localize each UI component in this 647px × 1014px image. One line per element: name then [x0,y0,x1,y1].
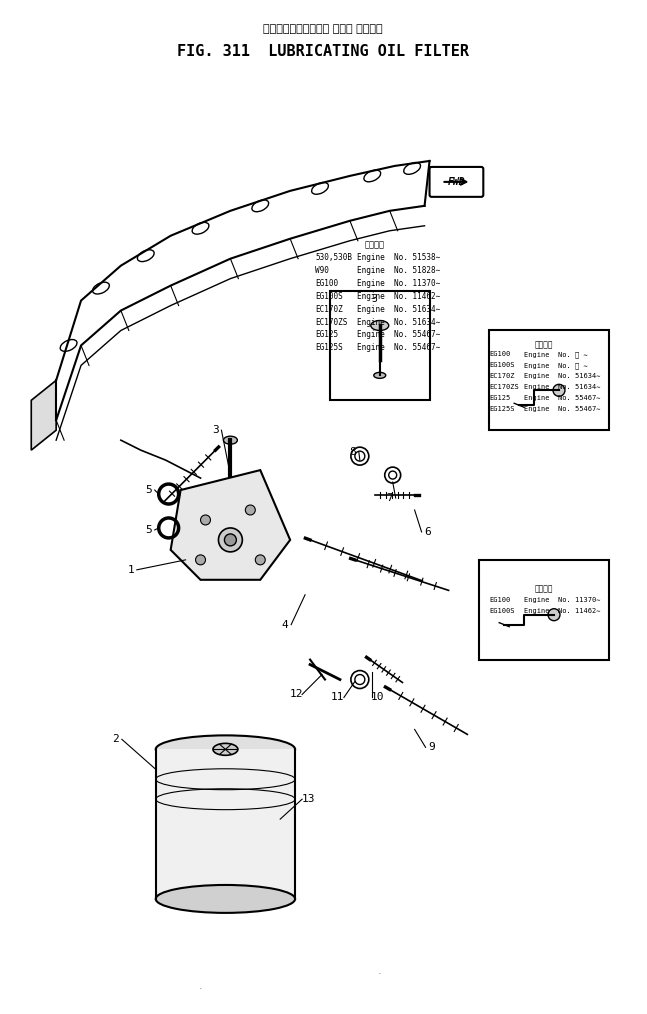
Text: EG100S: EG100S [315,292,343,300]
Text: 12: 12 [289,690,303,700]
Text: 13: 13 [302,794,315,804]
Text: .: . [378,965,382,975]
Text: EG125: EG125 [315,331,338,340]
Text: 10: 10 [371,693,384,703]
Text: Engine  No. 51538∼: Engine No. 51538∼ [357,252,440,262]
Circle shape [553,384,565,396]
Text: 3: 3 [212,425,219,435]
Text: Engine  No. 55467∼: Engine No. 55467∼ [524,395,600,402]
Text: Engine  No. 55467∼: Engine No. 55467∼ [357,331,440,340]
Text: 4: 4 [282,620,289,630]
Text: EG125: EG125 [489,395,510,402]
Text: 5: 5 [146,525,152,535]
Text: Engine  No. 51634∼: Engine No. 51634∼ [524,384,600,390]
Ellipse shape [223,436,237,444]
Text: 3: 3 [372,294,378,303]
Text: Engine  No. ： ∼: Engine No. ： ∼ [524,362,588,369]
Circle shape [225,534,236,546]
Text: 2: 2 [113,734,119,744]
Text: 適用号等: 適用号等 [535,585,553,594]
Text: Engine  No. 51634∼: Engine No. 51634∼ [357,317,440,327]
Ellipse shape [371,320,389,331]
Circle shape [219,528,243,552]
Text: Engine  No. 11370∼: Engine No. 11370∼ [357,279,440,288]
Text: Engine  No. 51828∼: Engine No. 51828∼ [357,266,440,275]
FancyBboxPatch shape [430,167,483,197]
Text: EG100: EG100 [489,352,510,357]
Text: Engine  No. ： ∼: Engine No. ： ∼ [524,352,588,358]
Text: Engine  No. 55467∼: Engine No. 55467∼ [357,344,440,353]
Text: W90: W90 [315,266,329,275]
Text: FWD: FWD [448,176,465,187]
Text: Engine  No. 55467∼: Engine No. 55467∼ [524,407,600,413]
Text: 5: 5 [146,485,152,495]
Text: .: . [199,981,203,991]
Text: 8: 8 [349,447,356,457]
Text: 適用号等: 適用号等 [365,240,385,249]
Polygon shape [171,470,290,580]
Ellipse shape [213,743,238,755]
Text: 9: 9 [428,742,435,752]
Text: EG100S: EG100S [489,607,515,613]
Text: EG100: EG100 [489,597,510,602]
Text: Engine  No. 11462∼: Engine No. 11462∼ [357,292,440,300]
Polygon shape [156,749,295,899]
Circle shape [548,608,560,621]
Text: 6: 6 [424,527,431,537]
Circle shape [245,505,256,515]
Text: EC170Z: EC170Z [489,373,515,379]
Text: EG100: EG100 [315,279,338,288]
Polygon shape [31,380,56,450]
Text: 530,530B: 530,530B [315,252,352,262]
Circle shape [195,555,206,565]
Text: Engine  No. 51634∼: Engine No. 51634∼ [357,304,440,313]
Text: EG125S: EG125S [315,344,343,353]
Text: 1: 1 [127,565,134,575]
FancyBboxPatch shape [330,291,430,401]
Text: ルーブリケーティング オイル フィルタ: ルーブリケーティング オイル フィルタ [263,24,383,34]
Ellipse shape [156,735,295,764]
Text: Engine  No. 51634∼: Engine No. 51634∼ [524,373,600,379]
Circle shape [201,515,210,525]
Text: EG100S: EG100S [489,362,515,368]
Text: EC170ZS: EC170ZS [315,317,347,327]
Text: Engine  No. 11370∼: Engine No. 11370∼ [524,597,600,602]
Text: FIG. 311  LUBRICATING OIL FILTER: FIG. 311 LUBRICATING OIL FILTER [177,44,469,59]
Ellipse shape [374,372,386,378]
Ellipse shape [156,885,295,913]
Text: EG125S: EG125S [489,407,515,413]
Circle shape [256,555,265,565]
FancyBboxPatch shape [489,331,609,430]
Text: 7: 7 [386,493,393,503]
FancyBboxPatch shape [479,560,609,659]
Text: EC170Z: EC170Z [315,304,343,313]
Text: 11: 11 [331,693,345,703]
Text: Engine  No. 11462∼: Engine No. 11462∼ [524,607,600,613]
Text: 適用号等: 適用号等 [535,341,553,350]
Text: EC170ZS: EC170ZS [489,384,519,390]
